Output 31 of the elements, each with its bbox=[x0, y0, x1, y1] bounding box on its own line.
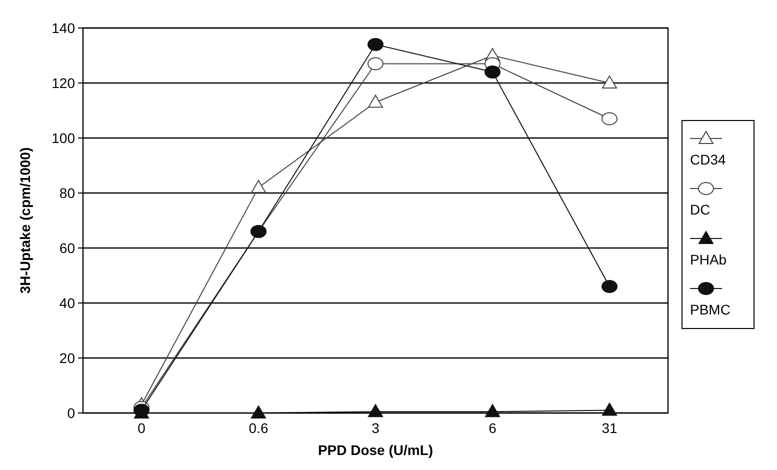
y-tick-label: 20 bbox=[59, 350, 76, 366]
point bbox=[368, 57, 384, 70]
point bbox=[368, 404, 383, 418]
y-tick-label: 40 bbox=[59, 294, 76, 311]
y-tick-label: 140 bbox=[52, 20, 76, 36]
x-tick-label: 0.6 bbox=[248, 420, 268, 436]
x-tick-label: 0 bbox=[138, 420, 146, 436]
y-tick-label: 80 bbox=[59, 184, 76, 201]
x-tick-label: 6 bbox=[488, 420, 497, 436]
legend-label: CD34 bbox=[690, 152, 726, 168]
y-tick-label: 60 bbox=[59, 240, 76, 256]
x-tick-label: 3 bbox=[372, 420, 380, 436]
y-tick-label: 100 bbox=[52, 130, 76, 146]
y-tick-label: 0 bbox=[67, 404, 76, 421]
x-axis-title: PPD Dose (U/mL) bbox=[318, 442, 434, 458]
point bbox=[485, 404, 500, 418]
point bbox=[251, 180, 266, 193]
point bbox=[368, 94, 383, 108]
point bbox=[602, 112, 618, 126]
y-axis-title: 3H-Uptake (cpm/1000) bbox=[17, 147, 33, 294]
legend-label: PBMC bbox=[690, 302, 730, 318]
y-tick-label: 120 bbox=[52, 74, 76, 91]
point bbox=[602, 280, 618, 293]
point bbox=[602, 402, 617, 416]
point bbox=[484, 66, 500, 78]
legend-label: DC bbox=[690, 202, 710, 218]
point bbox=[368, 38, 384, 51]
point bbox=[602, 76, 617, 88]
x-tick-label: 31 bbox=[602, 420, 618, 436]
point bbox=[251, 406, 266, 418]
legend-label: PHAb bbox=[690, 252, 727, 268]
